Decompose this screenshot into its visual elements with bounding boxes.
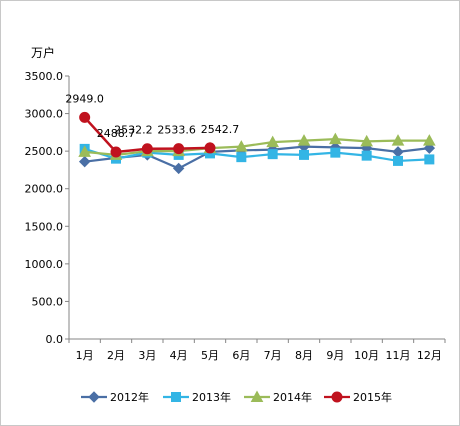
data-label: 2532.2 (114, 124, 153, 137)
data-point (267, 149, 278, 160)
series-group (78, 111, 436, 175)
data-point (172, 162, 185, 175)
x-tick-label: 3月 (138, 349, 156, 362)
legend-label: 2013年 (192, 390, 231, 404)
data-label: 2533.6 (157, 124, 196, 137)
x-tick-label: 7月 (264, 349, 282, 362)
data-point (141, 143, 153, 155)
data-point (297, 134, 311, 146)
legend-item: 2015年 (324, 390, 392, 404)
legend-marker (250, 390, 264, 402)
data-point (299, 149, 309, 160)
legend-marker (171, 392, 181, 402)
data-point (110, 146, 122, 158)
axes (68, 76, 445, 340)
x-tick-label: 6月 (232, 349, 250, 362)
x-tick-labels: 1月 2月 3月 4月 5月 6月 7月 8月 9月 10月 11月 12月 (68, 339, 446, 362)
x-tick-label: 12月 (417, 349, 442, 362)
legend: 2012年 2013年 2014年 2015年 (81, 390, 392, 404)
legend-label: 2014年 (273, 390, 312, 404)
data-point (422, 134, 436, 146)
data-point (78, 155, 91, 168)
series-2013年 (79, 143, 435, 166)
series-2015年 (79, 111, 216, 158)
data-point (79, 111, 91, 123)
data-point (361, 150, 372, 161)
data-point (234, 140, 248, 152)
legend-marker (331, 391, 343, 403)
y-tick-labels: 0.0 500.0 1000.0 1500.0 2000.0 2500.0 3000.0 35… (25, 70, 69, 346)
x-tick-label: 9月 (326, 349, 344, 362)
x-tick-label: 5月 (201, 349, 219, 362)
y-tick-label: 3500.0 (25, 70, 64, 83)
data-point (392, 146, 404, 158)
legend-item: 2013年 (163, 390, 231, 404)
y-tick-label: 1000.0 (25, 258, 64, 271)
data-point (78, 145, 92, 157)
data-point (423, 142, 436, 154)
data-point (424, 154, 435, 165)
legend-item: 2012年 (81, 390, 149, 404)
legend-label: 2015年 (353, 390, 392, 404)
data-label: 2949.0 (65, 92, 104, 105)
data-point (360, 134, 374, 147)
y-tick-label: 3000.0 (25, 108, 64, 121)
data-point (330, 147, 341, 158)
data-point (173, 143, 185, 155)
legend-marker (88, 391, 100, 403)
data-point (204, 142, 216, 154)
legend-label: 2012年 (110, 390, 149, 404)
x-tick-label: 10月 (354, 349, 379, 362)
series-line (84, 138, 430, 157)
x-tick-label: 4月 (170, 349, 188, 362)
y-tick-label: 2000.0 (25, 183, 64, 196)
data-point (328, 132, 342, 145)
x-tick-label: 8月 (295, 349, 313, 362)
y-tick-label: 1500.0 (25, 220, 64, 233)
data-point (391, 134, 405, 146)
data-label: 2488.7 (97, 127, 136, 140)
x-tick-label: 11月 (386, 349, 411, 362)
y-axis-unit-label: 万户 (31, 45, 55, 60)
data-point (236, 152, 247, 163)
data-point (266, 135, 280, 148)
series-line (84, 147, 430, 163)
data-label: 2542.7 (201, 123, 240, 136)
y-tick-label: 0.0 (46, 333, 64, 346)
y-tick-label: 2500.0 (25, 145, 64, 158)
y-tick-label: 500.0 (32, 295, 64, 308)
x-tick-label: 2月 (107, 349, 125, 362)
data-point (393, 155, 403, 166)
legend-item: 2014年 (244, 390, 312, 404)
x-tick-label: 1月 (76, 349, 94, 362)
